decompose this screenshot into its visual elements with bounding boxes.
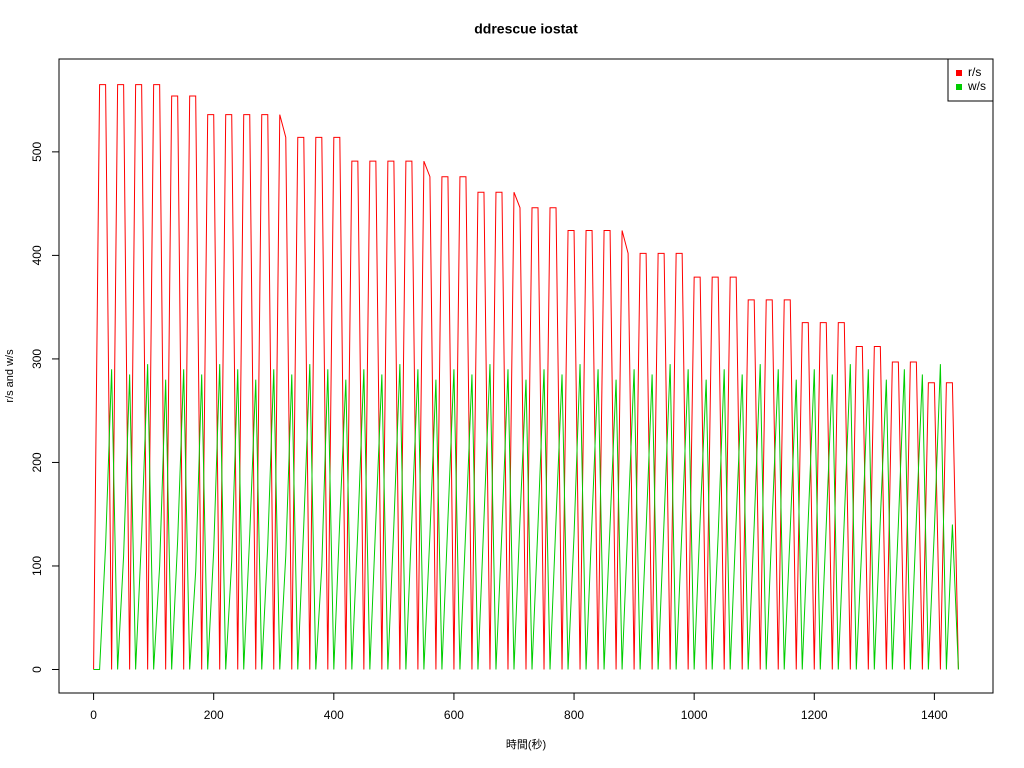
y-tick-label: 500 <box>30 142 44 162</box>
legend-label: w/s <box>967 79 986 93</box>
y-axis-label: r/s and w/s <box>4 349 16 403</box>
x-tick-label: 0 <box>90 708 97 722</box>
legend-swatch <box>956 70 962 76</box>
x-tick-label: 600 <box>444 708 464 722</box>
x-axis-label: 時間(秒) <box>506 737 546 751</box>
legend-box <box>947 58 994 102</box>
x-tick-label: 800 <box>564 708 584 722</box>
series-line <box>93 364 959 670</box>
y-tick-label: 200 <box>30 452 44 472</box>
chart-title: ddrescue iostat <box>474 21 578 37</box>
y-tick-label: 100 <box>30 556 44 576</box>
series-line <box>93 84 959 670</box>
x-tick-label: 400 <box>324 708 344 722</box>
y-tick-label: 300 <box>30 349 44 369</box>
x-tick-label: 200 <box>204 708 224 722</box>
y-tick-label: 400 <box>30 245 44 265</box>
x-tick-label: 1200 <box>801 708 828 722</box>
x-tick-label: 1400 <box>921 708 948 722</box>
x-tick-label: 1000 <box>681 708 708 722</box>
y-tick-label: 0 <box>30 666 44 673</box>
legend-swatch <box>956 84 962 90</box>
legend-label: r/s <box>968 65 981 79</box>
